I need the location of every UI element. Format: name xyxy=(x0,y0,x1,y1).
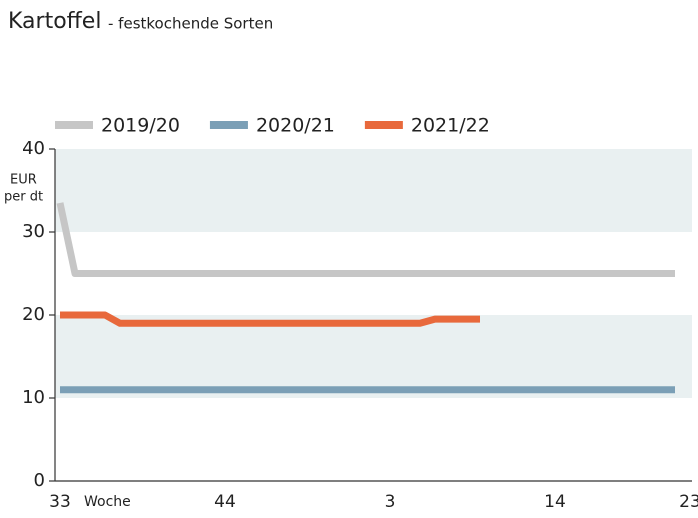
y-tick-label: 30 xyxy=(22,221,45,242)
y-tick-label: 0 xyxy=(34,470,45,491)
legend-label: 2019/20 xyxy=(101,115,180,137)
x-tick-label: 33 xyxy=(49,492,71,512)
x-tick-label: 3 xyxy=(385,492,396,512)
y-tick-label: 20 xyxy=(22,304,45,325)
band xyxy=(55,315,692,398)
y-label: EUR xyxy=(10,173,37,188)
x-tick-label: 23 xyxy=(679,492,698,512)
x-tick-label: 44 xyxy=(214,492,236,512)
y-tick-label: 40 xyxy=(22,138,45,159)
series-line xyxy=(60,311,480,327)
y-label: per dt xyxy=(4,190,43,205)
x-label: Woche xyxy=(84,494,131,510)
series-line xyxy=(56,202,675,277)
legend-label: 2021/22 xyxy=(411,115,490,137)
x-tick-label: 14 xyxy=(544,492,566,512)
chart-subtitle: - festkochende Sorten xyxy=(108,15,273,33)
chart-title: Kartoffel xyxy=(8,9,101,34)
band xyxy=(55,149,692,232)
y-tick-label: 10 xyxy=(22,387,45,408)
legend-label: 2020/21 xyxy=(256,115,335,137)
